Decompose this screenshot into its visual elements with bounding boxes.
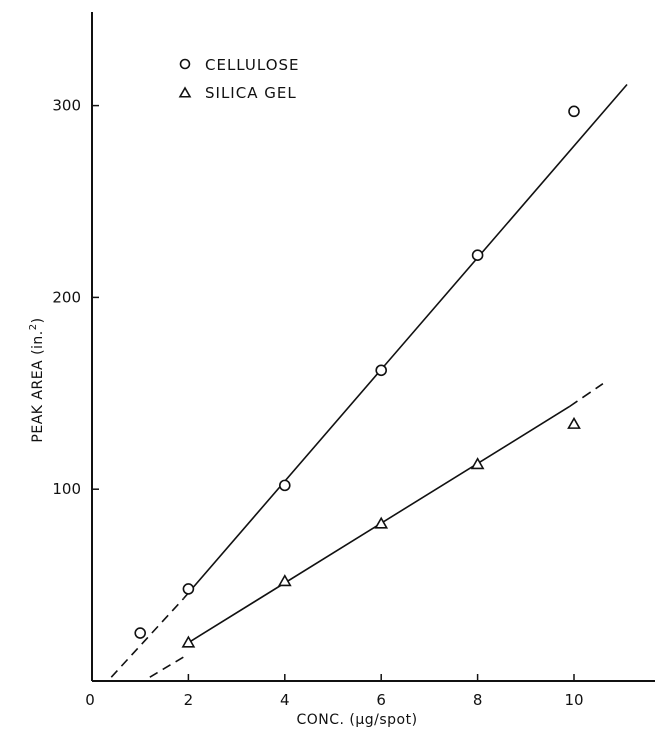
silica-gel-point (374, 516, 389, 529)
x-tick-label: 2 (184, 691, 194, 709)
x-tick-label: 4 (280, 691, 290, 709)
legend-label: CELLULOSE (205, 56, 300, 74)
cellulose-point (375, 364, 388, 377)
cellulose-fit-extrapolation (110, 597, 185, 678)
cellulose-point (568, 105, 580, 118)
legend-triangle-icon (178, 86, 192, 98)
silica-gel-point (567, 416, 581, 429)
cellulose-point (278, 479, 291, 492)
silica-gel-fit-extrapolation (568, 383, 604, 408)
axes: 0 2 4 6 8 10 100 200 300 (52, 12, 655, 709)
x-tick-label: 8 (473, 691, 483, 709)
cellulose-point (471, 249, 484, 262)
legend-circle-icon (179, 58, 191, 70)
silica-gel-point (470, 457, 485, 470)
legend: CELLULOSE SILICA GEL (178, 56, 300, 102)
silica-gel-fit-extrapolation (149, 653, 189, 678)
y-tick-label: 100 (52, 480, 81, 498)
x-tick-label: 0 (85, 691, 95, 709)
x-tick-label: 10 (564, 691, 583, 709)
x-axis-title: CONC. (μg/spot) (296, 712, 417, 728)
silica-gel-point (277, 574, 292, 587)
cellulose-point (182, 583, 195, 595)
x-tick-label: 6 (376, 691, 386, 709)
y-axis-title: PEAK AREA (in.2) (28, 317, 46, 442)
y-tick-label: 200 (52, 288, 81, 306)
silica-gel-point (181, 635, 196, 648)
legend-label: SILICA GEL (205, 84, 297, 102)
y-tick-label: 300 (52, 97, 81, 115)
data-points (134, 105, 581, 648)
cellulose-point (134, 627, 146, 639)
cellulose-fit-line (182, 83, 628, 600)
